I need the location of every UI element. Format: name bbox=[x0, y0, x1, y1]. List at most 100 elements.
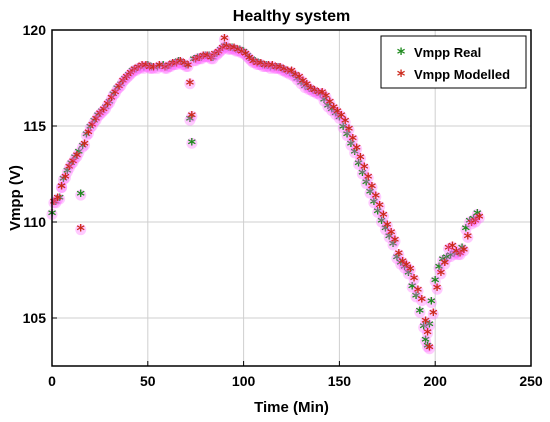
legend-box bbox=[380, 35, 527, 89]
marker-halo bbox=[416, 295, 428, 307]
data-point: * bbox=[395, 246, 404, 265]
data-point: * bbox=[389, 236, 398, 255]
marker-halo bbox=[109, 87, 121, 99]
legend-marker-vmpp-real: * bbox=[397, 44, 406, 63]
data-point: * bbox=[193, 50, 202, 69]
data-point: * bbox=[291, 67, 300, 86]
marker-halo bbox=[213, 47, 225, 59]
marker-halo bbox=[184, 114, 196, 126]
data-point: * bbox=[362, 175, 371, 194]
data-point: * bbox=[387, 225, 396, 244]
marker-halo bbox=[343, 124, 355, 136]
data-point: * bbox=[418, 292, 427, 311]
marker-halo bbox=[441, 252, 453, 264]
data-point: * bbox=[458, 240, 467, 259]
marker-halo bbox=[272, 62, 284, 74]
marker-halo bbox=[241, 51, 253, 63]
marker-halo bbox=[102, 99, 114, 111]
data-point: * bbox=[347, 136, 356, 155]
data-point: * bbox=[414, 282, 423, 301]
data-point: * bbox=[379, 207, 388, 226]
data-point: * bbox=[109, 86, 118, 105]
marker-halo bbox=[222, 43, 234, 55]
x-tick-label: 250 bbox=[519, 373, 543, 389]
data-point: * bbox=[103, 96, 112, 115]
marker-halo bbox=[126, 66, 138, 78]
data-point: * bbox=[186, 111, 195, 130]
marker-halo bbox=[473, 212, 485, 224]
chart-title: Healthy system bbox=[233, 8, 350, 25]
marker-halo bbox=[462, 231, 474, 243]
data-point: * bbox=[59, 171, 68, 190]
marker-halo bbox=[460, 224, 472, 236]
data-point: * bbox=[230, 40, 239, 59]
data-point: * bbox=[310, 82, 319, 101]
marker-halo bbox=[400, 260, 412, 272]
data-point: * bbox=[421, 313, 430, 332]
data-point: * bbox=[138, 57, 147, 76]
marker-halo bbox=[217, 43, 229, 55]
marker-halo bbox=[374, 201, 386, 213]
data-point: * bbox=[226, 40, 235, 59]
data-point: * bbox=[287, 63, 296, 82]
marker-halo bbox=[92, 110, 104, 122]
data-point: * bbox=[172, 56, 181, 75]
marker-halo bbox=[425, 297, 437, 309]
marker-halo bbox=[215, 45, 227, 57]
data-point: * bbox=[377, 213, 386, 232]
marker-halo bbox=[381, 220, 393, 232]
data-point: * bbox=[475, 209, 484, 228]
marker-halo bbox=[448, 249, 460, 261]
data-point: * bbox=[266, 59, 275, 78]
data-point: * bbox=[341, 113, 350, 132]
marker-halo bbox=[161, 62, 173, 74]
marker-halo bbox=[107, 89, 119, 101]
data-point: * bbox=[385, 228, 394, 247]
data-point: * bbox=[100, 102, 109, 121]
marker-halo bbox=[261, 60, 273, 72]
marker-halo bbox=[324, 97, 336, 109]
data-point: * bbox=[52, 194, 61, 213]
marker-halo bbox=[264, 62, 276, 74]
data-point: * bbox=[464, 228, 473, 247]
marker-halo bbox=[142, 60, 154, 72]
marker-halo bbox=[172, 57, 184, 69]
data-point: * bbox=[339, 119, 348, 138]
data-point: * bbox=[92, 111, 101, 130]
data-point: * bbox=[429, 305, 438, 324]
data-point: * bbox=[454, 246, 463, 265]
data-point: * bbox=[73, 148, 82, 167]
data-point: * bbox=[159, 57, 168, 76]
data-point: * bbox=[383, 217, 392, 236]
marker-halo bbox=[356, 168, 368, 180]
marker-halo bbox=[253, 59, 265, 71]
marker-halo bbox=[368, 197, 380, 209]
data-point: * bbox=[180, 56, 189, 75]
data-point: * bbox=[107, 90, 116, 109]
data-point: * bbox=[285, 65, 294, 84]
marker-halo bbox=[103, 97, 115, 109]
data-point: * bbox=[333, 104, 342, 123]
data-point: * bbox=[88, 117, 97, 136]
data-point: * bbox=[201, 48, 210, 67]
marker-halo bbox=[163, 60, 175, 72]
data-point: * bbox=[381, 221, 390, 240]
marker-halo bbox=[349, 147, 361, 159]
marker-halo bbox=[328, 103, 340, 115]
marker-halo bbox=[379, 224, 391, 236]
marker-halo bbox=[395, 258, 407, 270]
marker-halo bbox=[84, 122, 96, 134]
marker-halo bbox=[230, 45, 242, 57]
data-point: * bbox=[80, 136, 89, 155]
data-point: * bbox=[149, 59, 158, 78]
data-point: * bbox=[190, 52, 199, 71]
data-point: * bbox=[316, 86, 325, 105]
data-point: * bbox=[96, 105, 105, 124]
plot-area-frame bbox=[51, 29, 532, 367]
data-point: * bbox=[211, 46, 220, 65]
marker-halo bbox=[454, 249, 466, 261]
data-point: * bbox=[402, 257, 411, 276]
marker-halo bbox=[174, 57, 186, 69]
data-point: * bbox=[82, 127, 91, 146]
axis-ticks: 0 50 100 150 200 250 105 110 115 120 bbox=[23, 22, 543, 389]
